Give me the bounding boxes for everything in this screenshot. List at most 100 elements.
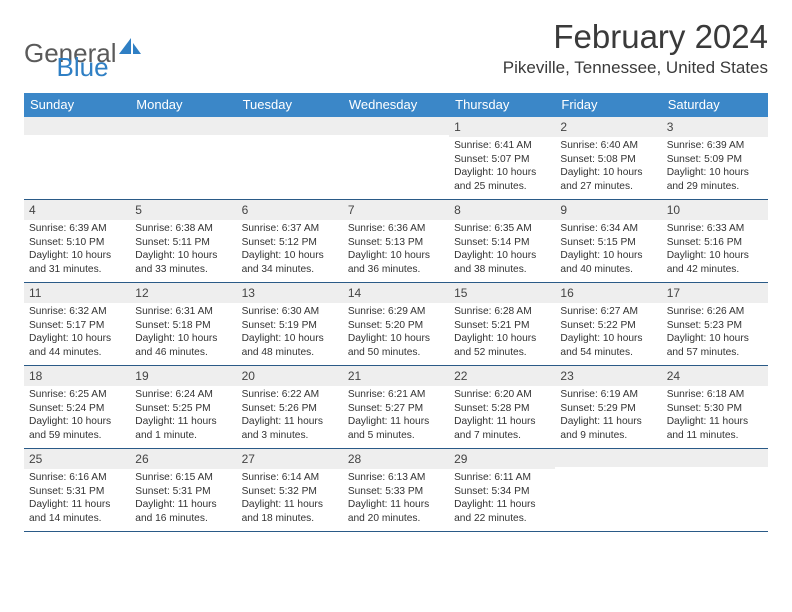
weekday-header: Friday (555, 93, 661, 117)
day-number: 29 (454, 452, 467, 466)
sunrise-text: Sunrise: 6:39 AM (667, 139, 764, 152)
calendar-cell: 20Sunrise: 6:22 AMSunset: 5:26 PMDayligh… (237, 366, 343, 448)
calendar-cell (343, 117, 449, 199)
day-number-bar (130, 117, 236, 135)
daylight-text: Daylight: 10 hours and 29 minutes. (667, 166, 764, 193)
day-number: 8 (454, 203, 461, 217)
daylight-text: Daylight: 10 hours and 44 minutes. (29, 332, 126, 359)
sunrise-text: Sunrise: 6:29 AM (348, 305, 445, 318)
sunrise-text: Sunrise: 6:38 AM (135, 222, 232, 235)
day-number-bar: 16 (555, 283, 661, 303)
day-number-bar (24, 117, 130, 135)
day-number: 20 (242, 369, 255, 383)
calendar-cell: 1Sunrise: 6:41 AMSunset: 5:07 PMDaylight… (449, 117, 555, 199)
sunset-text: Sunset: 5:21 PM (454, 319, 551, 332)
day-number-bar: 15 (449, 283, 555, 303)
daylight-text: Daylight: 11 hours and 14 minutes. (29, 498, 126, 525)
daylight-text: Daylight: 10 hours and 50 minutes. (348, 332, 445, 359)
weekday-header: Wednesday (343, 93, 449, 117)
sunset-text: Sunset: 5:18 PM (135, 319, 232, 332)
calendar-cell: 22Sunrise: 6:20 AMSunset: 5:28 PMDayligh… (449, 366, 555, 448)
day-number-bar (237, 117, 343, 135)
day-number: 17 (667, 286, 680, 300)
day-number-bar: 5 (130, 200, 236, 220)
sunrise-text: Sunrise: 6:15 AM (135, 471, 232, 484)
sunset-text: Sunset: 5:26 PM (242, 402, 339, 415)
sunrise-text: Sunrise: 6:33 AM (667, 222, 764, 235)
sunrise-text: Sunrise: 6:36 AM (348, 222, 445, 235)
day-number: 9 (560, 203, 567, 217)
day-number: 2 (560, 120, 567, 134)
day-number-bar: 21 (343, 366, 449, 386)
sunset-text: Sunset: 5:31 PM (29, 485, 126, 498)
calendar-cell: 21Sunrise: 6:21 AMSunset: 5:27 PMDayligh… (343, 366, 449, 448)
sunset-text: Sunset: 5:20 PM (348, 319, 445, 332)
calendar-cell: 7 Sunrise: 6:36 AMSunset: 5:13 PMDaylight… (343, 200, 449, 282)
sunset-text: Sunset: 5:12 PM (242, 236, 339, 249)
sunset-text: Sunset: 5:33 PM (348, 485, 445, 498)
sunset-text: Sunset: 5:07 PM (454, 153, 551, 166)
day-number-bar: 29 (449, 449, 555, 469)
day-number-bar: 27 (237, 449, 343, 469)
sunrise-text: Sunrise: 6:25 AM (29, 388, 126, 401)
day-number: 3 (667, 120, 674, 134)
sunrise-text: Sunrise: 6:32 AM (29, 305, 126, 318)
calendar-cell: 10Sunrise: 6:33 AMSunset: 5:16 PMDayligh… (662, 200, 768, 282)
day-number: 28 (348, 452, 361, 466)
daylight-text: Daylight: 10 hours and 48 minutes. (242, 332, 339, 359)
sunrise-text: Sunrise: 6:21 AM (348, 388, 445, 401)
sunset-text: Sunset: 5:28 PM (454, 402, 551, 415)
sunrise-text: Sunrise: 6:31 AM (135, 305, 232, 318)
sunset-text: Sunset: 5:30 PM (667, 402, 764, 415)
calendar-cell: 18Sunrise: 6:25 AMSunset: 5:24 PMDayligh… (24, 366, 130, 448)
calendar-row: 18Sunrise: 6:25 AMSunset: 5:24 PMDayligh… (24, 366, 768, 449)
day-number-bar: 1 (449, 117, 555, 137)
calendar-row: 11Sunrise: 6:32 AMSunset: 5:17 PMDayligh… (24, 283, 768, 366)
day-number: 19 (135, 369, 148, 383)
day-number-bar: 23 (555, 366, 661, 386)
sunset-text: Sunset: 5:11 PM (135, 236, 232, 249)
day-number-bar (555, 449, 661, 467)
sunset-text: Sunset: 5:29 PM (560, 402, 657, 415)
daylight-text: Daylight: 10 hours and 46 minutes. (135, 332, 232, 359)
sunrise-text: Sunrise: 6:14 AM (242, 471, 339, 484)
calendar-row: 25Sunrise: 6:16 AMSunset: 5:31 PMDayligh… (24, 449, 768, 532)
daylight-text: Daylight: 10 hours and 36 minutes. (348, 249, 445, 276)
daylight-text: Daylight: 11 hours and 3 minutes. (242, 415, 339, 442)
day-number: 25 (29, 452, 42, 466)
day-number: 12 (135, 286, 148, 300)
daylight-text: Daylight: 11 hours and 20 minutes. (348, 498, 445, 525)
day-number: 15 (454, 286, 467, 300)
day-number-bar: 7 (343, 200, 449, 220)
sunset-text: Sunset: 5:16 PM (667, 236, 764, 249)
sunrise-text: Sunrise: 6:39 AM (29, 222, 126, 235)
day-number-bar: 24 (662, 366, 768, 386)
daylight-text: Daylight: 10 hours and 40 minutes. (560, 249, 657, 276)
day-number-bar: 12 (130, 283, 236, 303)
sunset-text: Sunset: 5:23 PM (667, 319, 764, 332)
day-number-bar: 9 (555, 200, 661, 220)
day-number: 26 (135, 452, 148, 466)
calendar-cell: 26Sunrise: 6:15 AMSunset: 5:31 PMDayligh… (130, 449, 236, 531)
daylight-text: Daylight: 11 hours and 9 minutes. (560, 415, 657, 442)
sunset-text: Sunset: 5:14 PM (454, 236, 551, 249)
daylight-text: Daylight: 10 hours and 25 minutes. (454, 166, 551, 193)
day-number-bar: 26 (130, 449, 236, 469)
sunrise-text: Sunrise: 6:19 AM (560, 388, 657, 401)
daylight-text: Daylight: 11 hours and 5 minutes. (348, 415, 445, 442)
calendar-cell: 2Sunrise: 6:40 AMSunset: 5:08 PMDaylight… (555, 117, 661, 199)
daylight-text: Daylight: 10 hours and 57 minutes. (667, 332, 764, 359)
calendar-cell: 17Sunrise: 6:26 AMSunset: 5:23 PMDayligh… (662, 283, 768, 365)
day-number-bar: 25 (24, 449, 130, 469)
sunset-text: Sunset: 5:13 PM (348, 236, 445, 249)
month-title: February 2024 (503, 18, 768, 56)
day-number: 21 (348, 369, 361, 383)
day-number: 5 (135, 203, 142, 217)
daylight-text: Daylight: 10 hours and 31 minutes. (29, 249, 126, 276)
day-number: 1 (454, 120, 461, 134)
sunrise-text: Sunrise: 6:20 AM (454, 388, 551, 401)
day-number: 22 (454, 369, 467, 383)
daylight-text: Daylight: 10 hours and 59 minutes. (29, 415, 126, 442)
calendar-cell: 4Sunrise: 6:39 AMSunset: 5:10 PMDaylight… (24, 200, 130, 282)
day-number-bar: 4 (24, 200, 130, 220)
